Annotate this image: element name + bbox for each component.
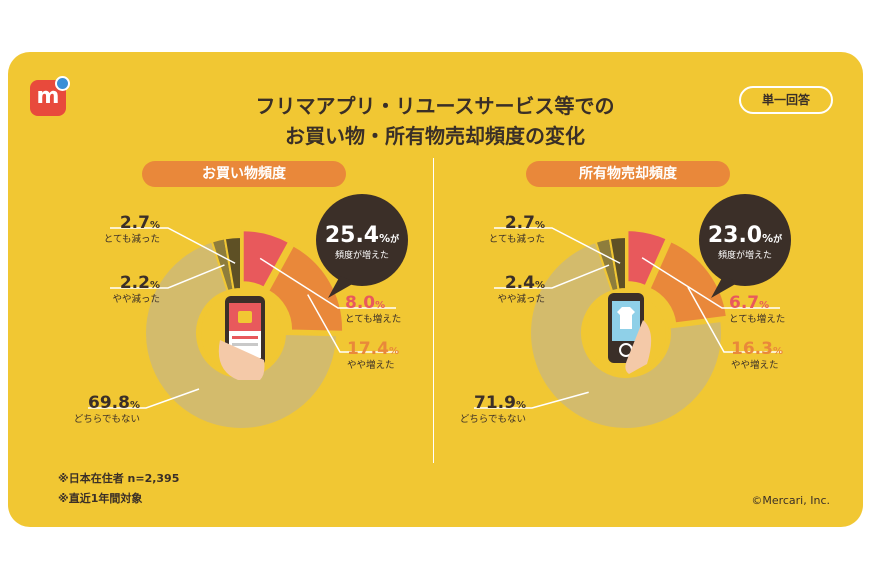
slice-category-label: とても増えた bbox=[345, 313, 401, 325]
slice-category-label: やや増えた bbox=[347, 359, 395, 371]
donut-slice bbox=[608, 235, 627, 291]
panel-divider bbox=[433, 158, 434, 463]
leader-line bbox=[474, 391, 589, 409]
leader-line bbox=[307, 294, 398, 353]
mercari-logo-icon: m bbox=[30, 76, 70, 116]
slice-category-label: とても減った bbox=[489, 233, 545, 245]
leader-line bbox=[494, 264, 610, 289]
leader-line bbox=[88, 388, 200, 409]
note-sample: ※日本在住者 n=2,395 bbox=[58, 472, 180, 485]
slice-value-label: 2.2% bbox=[120, 273, 160, 293]
leader-line bbox=[110, 227, 236, 264]
slice-category-label: どちらでもない bbox=[74, 414, 140, 425]
slice-value-label: 71.9% bbox=[474, 393, 526, 413]
slice-category-label: とても減った bbox=[104, 233, 160, 245]
phone-shopping-icon bbox=[201, 293, 281, 380]
slice-value-label: 6.7% bbox=[729, 293, 769, 313]
note-period: ※直近1年間対象 bbox=[58, 492, 143, 505]
leader-line bbox=[494, 227, 621, 264]
slice-value-label: 2.7% bbox=[505, 213, 545, 233]
slice-value-label: 69.8% bbox=[88, 393, 140, 413]
slice-value-label: 8.0% bbox=[345, 293, 385, 313]
donut-slice bbox=[241, 229, 291, 290]
chart-title-shopping: お買い物頻度 bbox=[142, 161, 346, 187]
donut-slice bbox=[529, 240, 723, 430]
callout-value: 25.4%が bbox=[325, 223, 400, 248]
donut-slice bbox=[223, 235, 242, 291]
leader-line bbox=[110, 264, 225, 289]
slice-category-label: やや減った bbox=[497, 293, 545, 305]
slice-category-label: どちらでもない bbox=[460, 414, 526, 425]
callout-label: 頻度が増えた bbox=[335, 249, 389, 261]
slice-value-label: 2.7% bbox=[120, 213, 160, 233]
slice-category-label: やや減った bbox=[112, 293, 160, 305]
leader-line bbox=[259, 257, 396, 309]
copyright: ©Mercari, Inc. bbox=[751, 494, 830, 507]
title-line-2: お買い物・所有物売却頻度の変化 bbox=[285, 124, 585, 148]
leader-line bbox=[687, 286, 782, 353]
donut-slice bbox=[626, 229, 669, 288]
donut-slice bbox=[266, 243, 345, 333]
callout-label: 頻度が増えた bbox=[718, 249, 772, 261]
chart-title-selling: 所有物売却頻度 bbox=[526, 161, 730, 187]
callout-value: 23.0%が bbox=[708, 223, 783, 248]
leader-line bbox=[641, 257, 780, 309]
donut-slice bbox=[648, 239, 728, 325]
phone-camera-icon bbox=[586, 293, 666, 374]
slice-value-label: 16.3% bbox=[731, 339, 783, 359]
slice-category-label: とても増えた bbox=[729, 313, 785, 325]
slice-value-label: 2.4% bbox=[505, 273, 545, 293]
title-line-1: フリマアプリ・リユースサービス等での bbox=[255, 94, 615, 118]
slice-category-label: やや増えた bbox=[731, 359, 779, 371]
answer-type-badge: 単一回答 bbox=[739, 86, 833, 114]
slice-value-label: 17.4% bbox=[347, 339, 399, 359]
